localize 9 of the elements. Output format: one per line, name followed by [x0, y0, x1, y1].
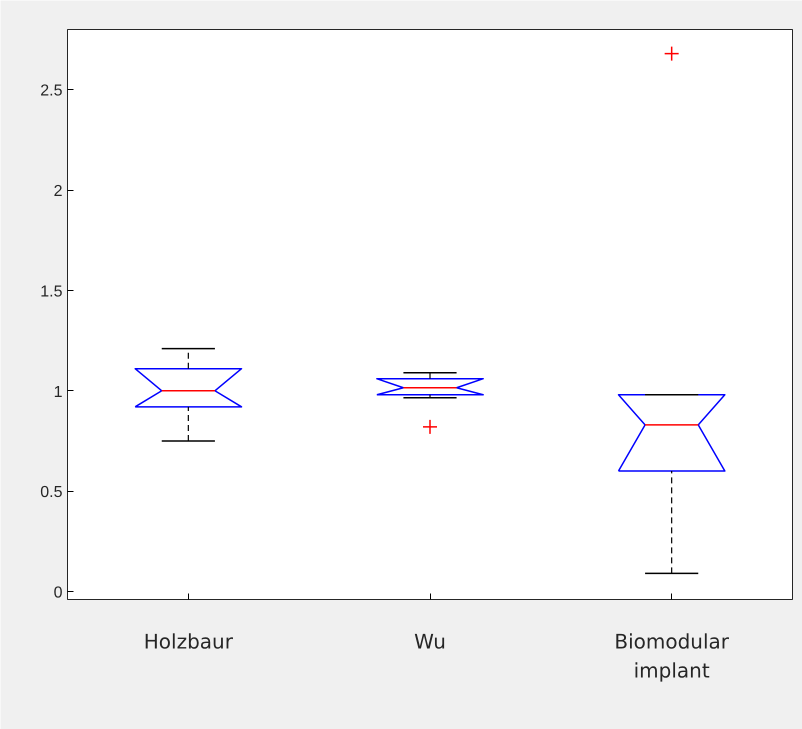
- x-tick-label: Wu: [414, 630, 446, 654]
- x-tick-label: Biomodular implant: [614, 630, 730, 682]
- y-tick-label: 0: [54, 584, 63, 602]
- x-tick-label: Holzbaur: [144, 630, 234, 654]
- y-tick-label: 1.5: [40, 283, 63, 300]
- y-tick-label: 1: [54, 384, 63, 401]
- y-tick-label: 2: [54, 183, 63, 200]
- y-tick-label: 2.5: [40, 82, 63, 100]
- y-tick-label: 0.5: [40, 484, 63, 502]
